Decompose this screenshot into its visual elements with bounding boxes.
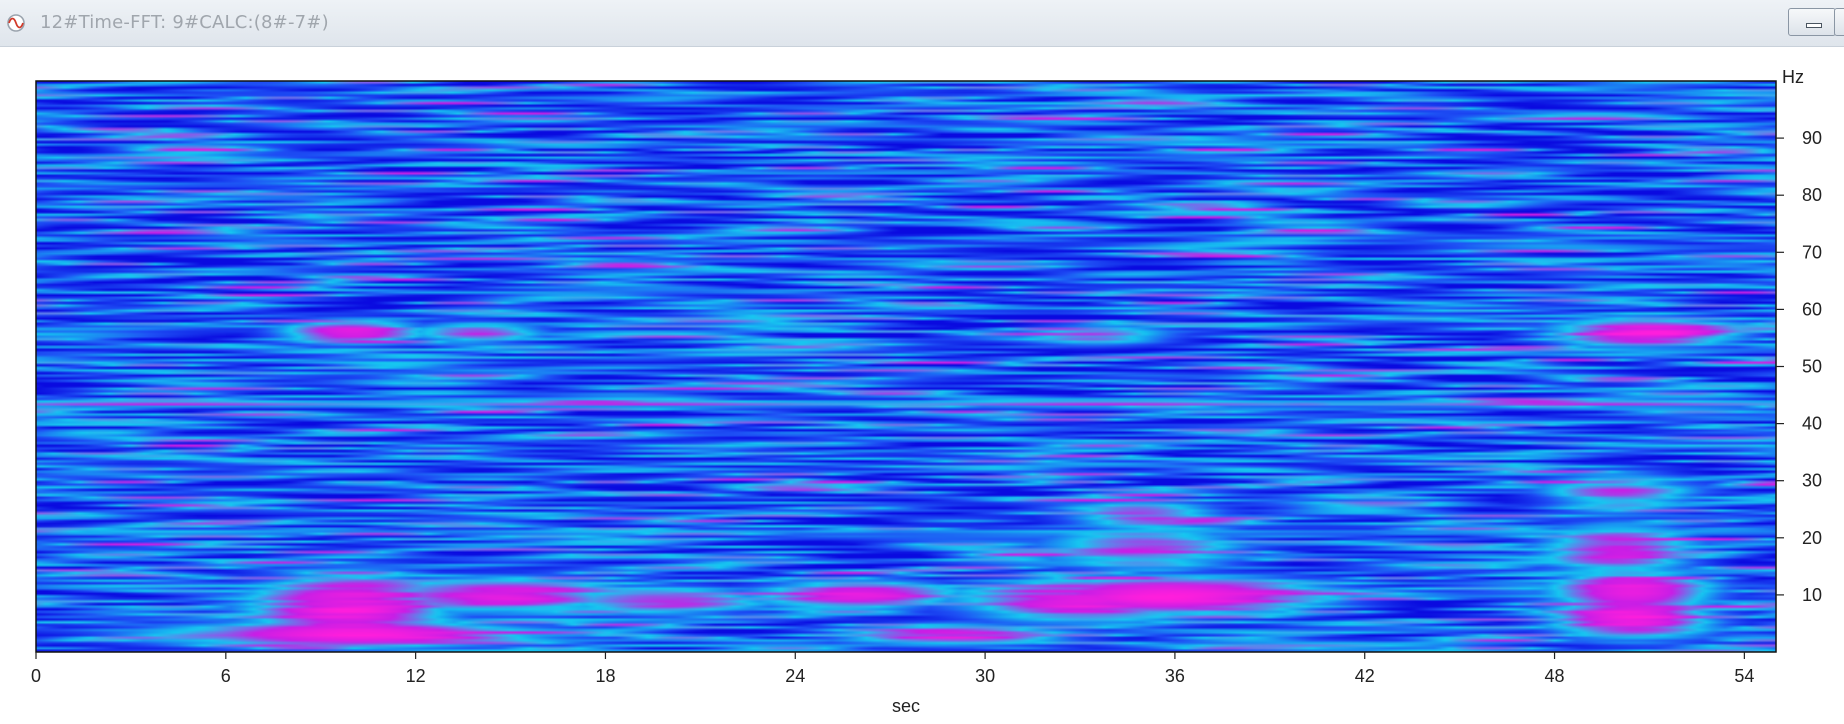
y-tick-label: 10 (1802, 585, 1822, 605)
x-axis: 0 6 12 18 24 30 36 42 48 54 (31, 652, 1754, 686)
signal-wave-icon (7, 14, 25, 32)
x-tick-label: 36 (1165, 666, 1185, 686)
y-tick-label: 20 (1802, 528, 1822, 548)
x-tick-label: 42 (1355, 666, 1375, 686)
x-tick-label: 12 (406, 666, 426, 686)
minimize-button[interactable] (1788, 8, 1836, 36)
x-tick-label: 24 (785, 666, 805, 686)
x-tick-label: 54 (1734, 666, 1754, 686)
y-axis: 10 20 30 40 50 60 70 80 90 (1776, 128, 1822, 605)
x-tick-label: 18 (595, 666, 615, 686)
x-tick-label: 0 (31, 666, 41, 686)
y-tick-label: 60 (1802, 299, 1822, 319)
y-axis-unit-label: Hz (1782, 67, 1804, 87)
window-title: 12#Time-FFT: 9#CALC:(8#-7#) (40, 12, 329, 33)
spectrogram-chart: 0 6 12 18 24 30 36 42 48 54 10 20 30 40 50 60 70 80 90 se… (31, 67, 1822, 716)
spectrogram-heatmap (36, 81, 1776, 652)
y-tick-label: 90 (1802, 128, 1822, 148)
x-tick-label: 6 (221, 666, 231, 686)
restore-button[interactable] (1834, 8, 1844, 36)
window-titlebar: 12#Time-FFT: 9#CALC:(8#-7#) (0, 0, 1844, 47)
y-tick-label: 80 (1802, 185, 1822, 205)
y-tick-label: 40 (1802, 414, 1822, 434)
x-tick-label: 30 (975, 666, 995, 686)
y-tick-label: 50 (1802, 357, 1822, 377)
y-tick-label: 30 (1802, 471, 1822, 491)
minimize-icon (1806, 23, 1822, 28)
spectrogram-image (36, 81, 1776, 652)
x-tick-label: 48 (1545, 666, 1565, 686)
y-tick-label: 70 (1802, 242, 1822, 262)
x-axis-label: sec (892, 696, 920, 716)
